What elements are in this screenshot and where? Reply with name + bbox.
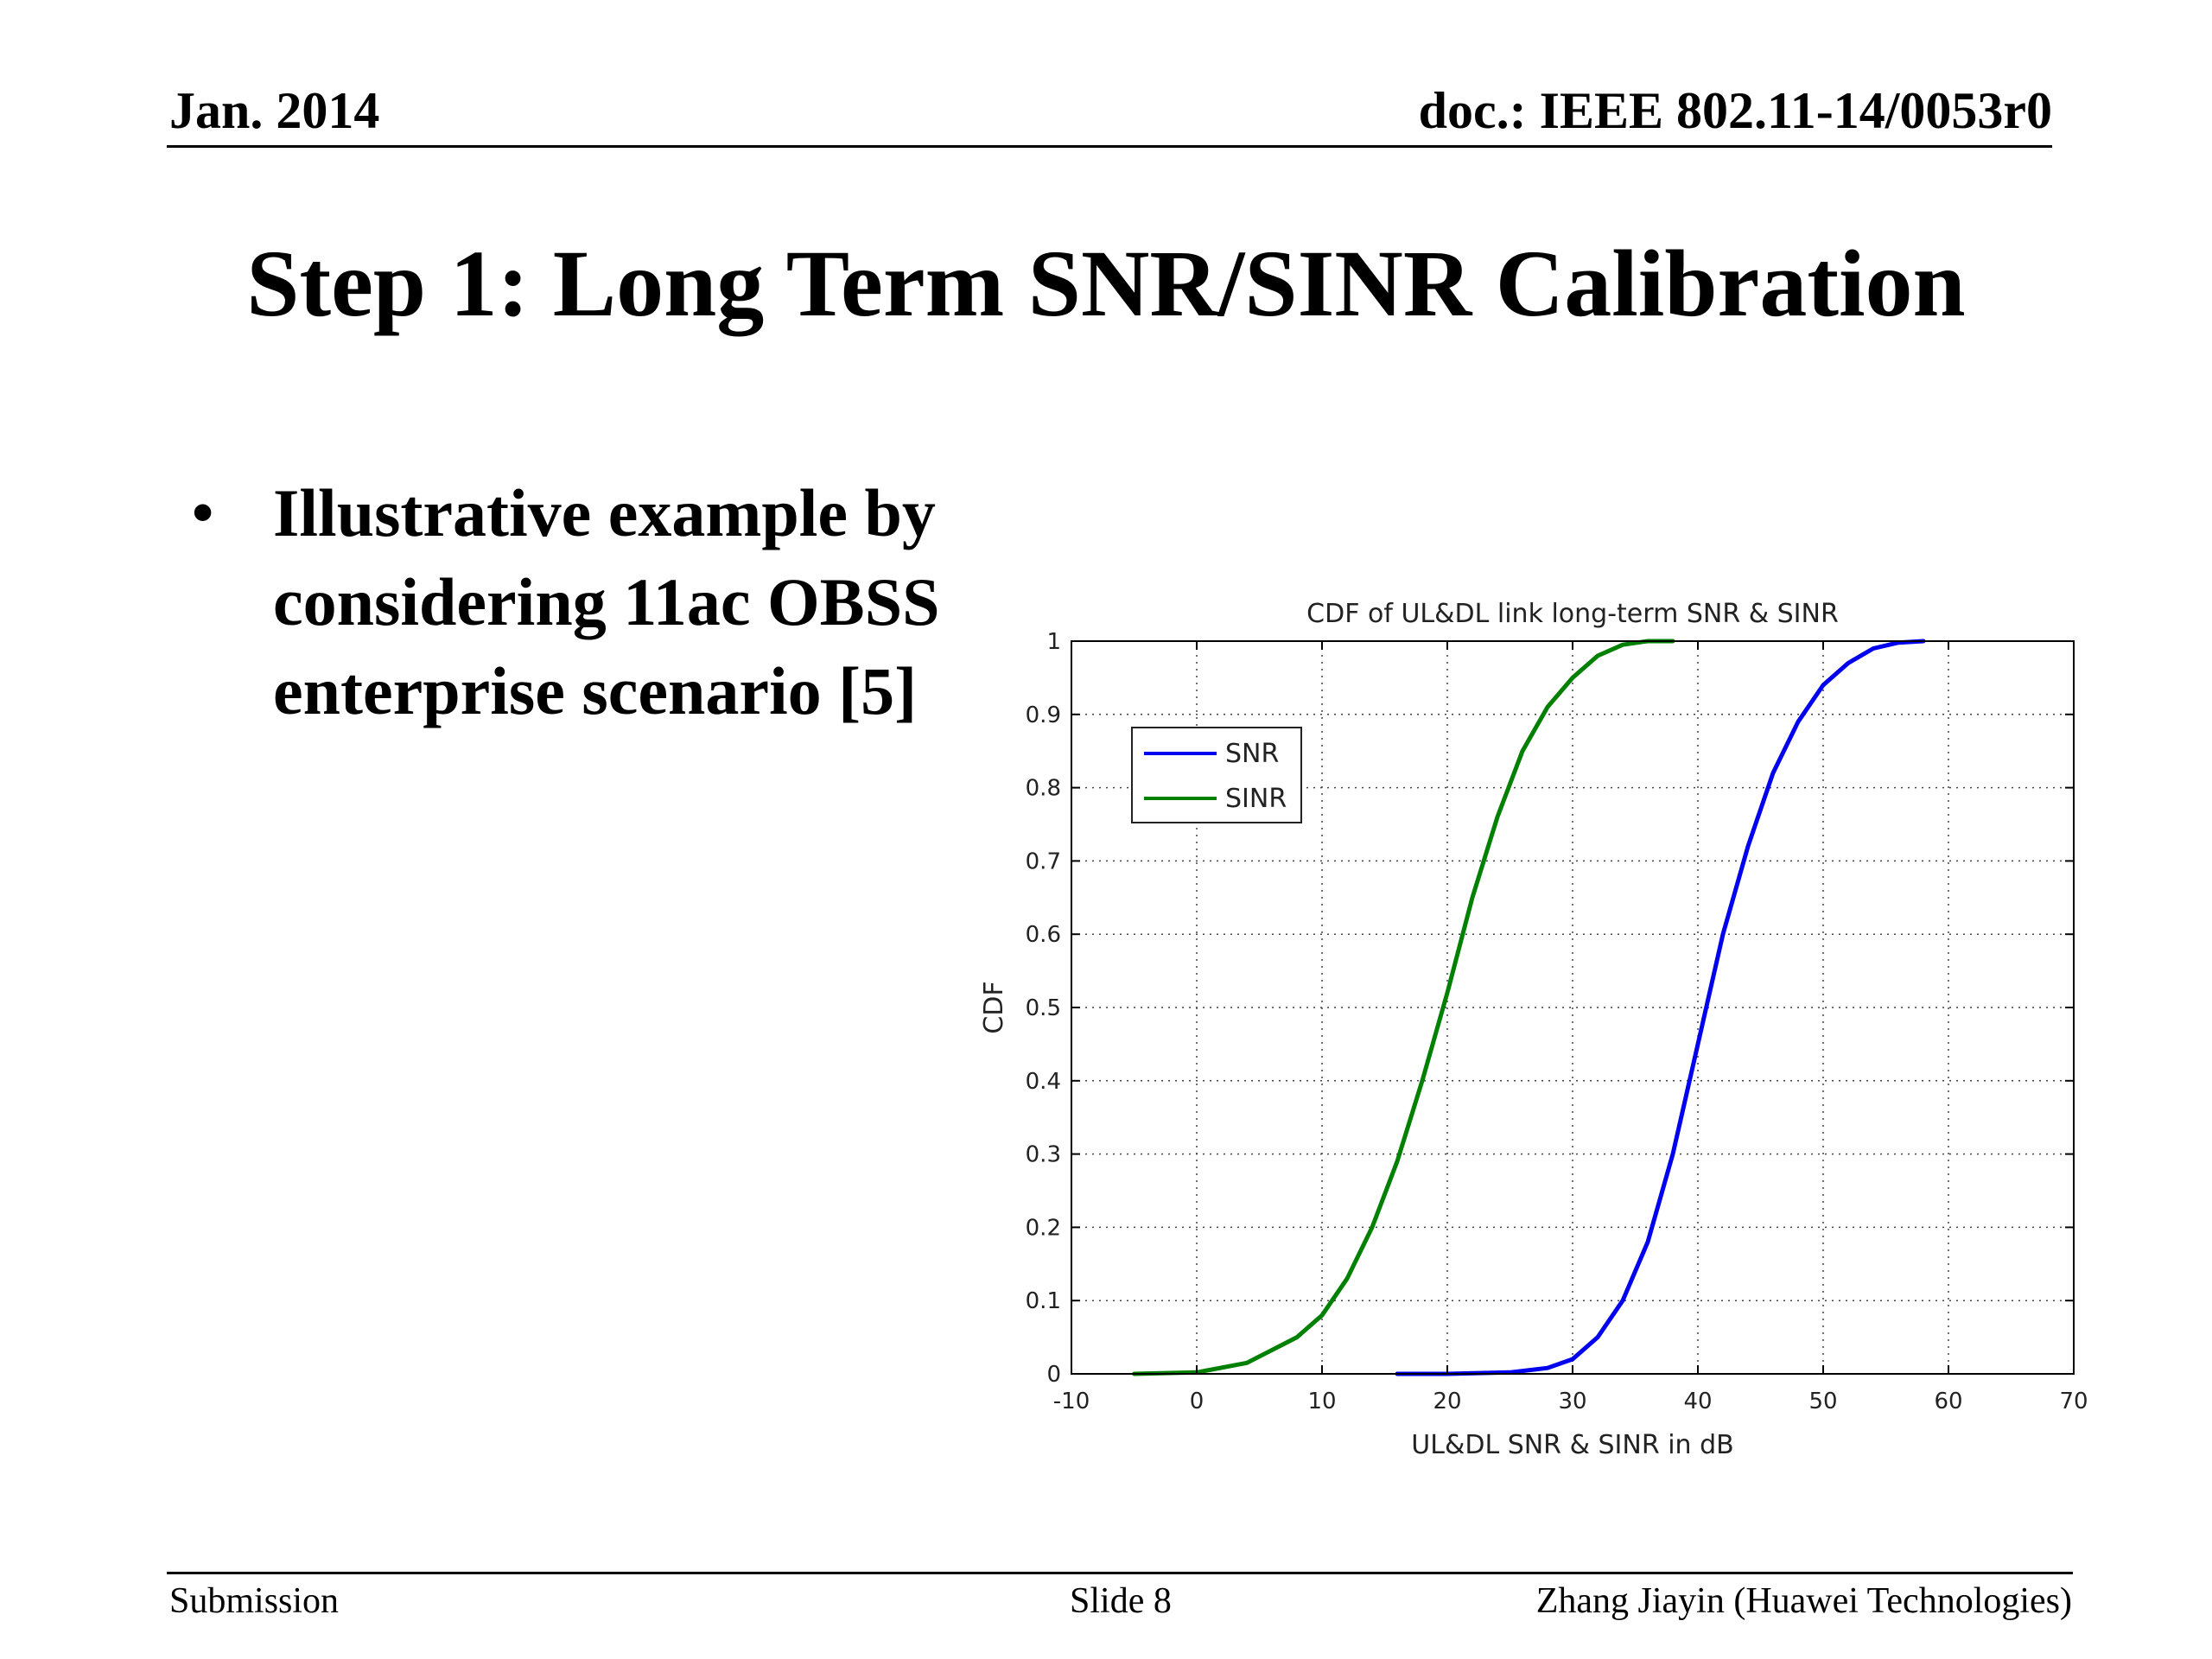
y-tick-label: 0.8 bbox=[1026, 776, 1061, 802]
header-doc-id: doc.: IEEE 802.11-14/0053r0 bbox=[1418, 82, 2052, 139]
y-tick-label: 0.3 bbox=[1026, 1142, 1061, 1168]
bullet-marker: • bbox=[192, 478, 214, 547]
slide-title: Step 1: Long Term SNR/SINR Calibration bbox=[246, 231, 1966, 336]
y-tick-label: 0.6 bbox=[1026, 922, 1061, 948]
y-tick-label: 0 bbox=[1046, 1362, 1061, 1388]
x-tick-label: 30 bbox=[1558, 1389, 1586, 1414]
y-tick-label: 0.4 bbox=[1026, 1069, 1061, 1095]
series-line-snr bbox=[1395, 639, 1926, 1376]
y-tick-label: 0.9 bbox=[1026, 702, 1061, 728]
legend-label-snr: SNR bbox=[1225, 739, 1279, 769]
footer-author: Zhang Jiayin (Huawei Technologies) bbox=[1535, 1581, 2072, 1621]
x-tick-label: 20 bbox=[1433, 1389, 1461, 1414]
x-tick-label: 0 bbox=[1190, 1389, 1205, 1414]
x-tick-label: 70 bbox=[2059, 1389, 2088, 1414]
cdf-chart: -10 0 10 20 30 40 50 60 7000.10.20.30.40.50.60.7… bbox=[979, 599, 2088, 1460]
legend-label-sinr: SINR bbox=[1225, 784, 1287, 814]
bullet-item-1: Illustrative example by considering 11ac… bbox=[273, 475, 940, 728]
x-axis-label: UL&DL SNR & SINR in dB bbox=[1411, 1430, 1733, 1460]
chart-title: CDF of UL&DL link long-term SNR & SINR bbox=[1306, 599, 1839, 629]
x-tick-label: 60 bbox=[1934, 1389, 1962, 1414]
footer-submission: Submission bbox=[169, 1581, 340, 1621]
x-tick-label: 40 bbox=[1683, 1389, 1712, 1414]
chart-ticks: -10 0 10 20 30 40 50 60 7000.10.20.30.40.50.60.7… bbox=[1026, 629, 2088, 1414]
header-rule bbox=[167, 145, 2052, 148]
y-tick-label: 0.7 bbox=[1026, 849, 1061, 874]
chart-legend: SNR SINR bbox=[1131, 727, 1302, 823]
x-tick-label: 10 bbox=[1307, 1389, 1336, 1414]
chart-grid bbox=[1071, 641, 2074, 1374]
series-line-sinr bbox=[1132, 639, 1675, 1376]
footer-slide-number: Slide 8 bbox=[1070, 1581, 1172, 1621]
chart-lines bbox=[1132, 639, 1926, 1376]
y-axis-label: CDF bbox=[979, 981, 1009, 1033]
y-tick-label: 0.2 bbox=[1026, 1215, 1061, 1241]
x-tick-label: 50 bbox=[1808, 1389, 1837, 1414]
y-tick-label: 0.1 bbox=[1026, 1288, 1061, 1314]
legend-box bbox=[1131, 727, 1302, 823]
y-tick-label: 1 bbox=[1046, 629, 1061, 655]
x-tick-label: -10 bbox=[1053, 1389, 1090, 1414]
y-tick-label: 0.5 bbox=[1026, 995, 1061, 1021]
footer-rule bbox=[167, 1572, 2073, 1574]
header-date: Jan. 2014 bbox=[169, 82, 380, 139]
